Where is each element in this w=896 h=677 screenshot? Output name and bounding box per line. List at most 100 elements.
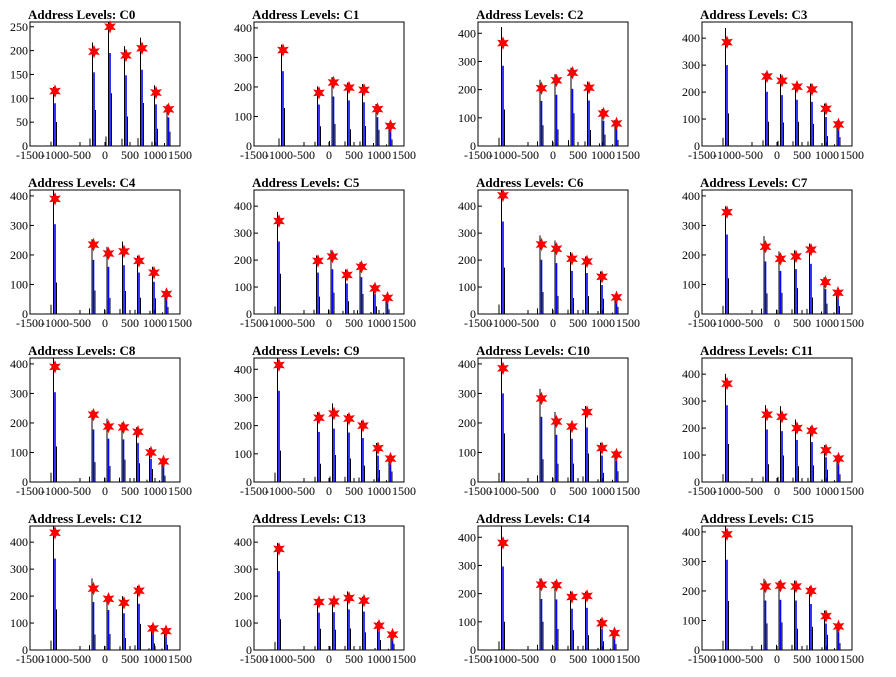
chart-title: Address Levels: C10 [476,343,590,358]
x-tick-label: -1000 [713,484,741,498]
y-tick-label: 200 [682,421,700,435]
y-tick-label: 200 [10,248,28,262]
y-tick-label: 200 [234,80,252,94]
peak-group [118,596,130,650]
star-marker [104,19,116,34]
peak-group [384,119,397,146]
peak-group [341,268,353,314]
chart-panel-11: Address Levels: C11 0 100 200 300 400 -1500 -10… [682,343,884,509]
star-marker [313,595,325,609]
y-tick-label: 200 [682,248,700,262]
star-marker [566,590,578,604]
x-tick-label: -1500 [688,316,716,330]
star-marker [102,419,115,434]
y-tick-label: 400 [682,31,700,45]
star-marker [343,80,355,95]
peak-group [596,441,608,482]
star-marker [133,254,145,268]
x-tick-label: -1000 [41,484,69,498]
x-tick-label: -1000 [265,316,293,330]
star-marker [49,84,61,98]
y-tick-label: 200 [234,253,252,267]
star-marker [369,281,381,296]
y-tick-label: 100 [10,616,28,630]
y-tick-label: 400 [10,189,28,203]
chart-panel-10: Address Levels: C10 0 100 200 300 400 -1500 -10… [458,343,660,509]
peak-group [87,237,100,314]
y-tick-label: 0 [694,475,700,489]
x-tick-label: -500 [517,484,539,498]
star-marker [326,249,339,264]
peak-group [120,46,132,146]
chart-svg: Address Levels: C13 0 100 200 300 400 -1500-10… [234,511,416,666]
peak-group [327,75,340,146]
peak-group [87,578,100,650]
peak-group [343,411,355,482]
y-tick-label: 100 [234,616,252,630]
x-tick-label: 1500 [616,652,640,666]
star-marker [535,391,548,406]
chart-panel-12: Address Levels: C12 0 100 200 300 400 -1500 -10… [10,511,212,677]
star-marker [759,239,772,254]
star-marker [147,621,159,636]
peak-group [583,80,595,146]
x-tick-label: -1500 [16,484,44,498]
chart-panel-7: Address Levels: C7 0 100 200 300 400 -1500 -100… [682,175,884,341]
chart-svg: Address Levels: C12 0 100 200 300 400 -1500-10… [10,511,192,666]
x-tick-label: 1500 [840,652,864,666]
chart-title: Address Levels: C5 [252,175,360,190]
x-tick-label: -1500 [240,484,268,498]
y-tick-label: 200 [458,83,476,97]
x-tick-label: -1000 [41,148,69,162]
peak-group [371,102,384,146]
chart-panel-9: Address Levels: C9 0 100 200 300 400 -1500 -100… [234,343,436,509]
star-marker [341,268,353,282]
peak-group [372,441,384,482]
y-tick-label: 0 [246,307,252,321]
star-marker [381,291,394,305]
chart-title: Address Levels: C8 [28,343,136,358]
chart-svg: Address Levels: C7 0 100 200 300 400 -1500-100… [682,175,864,330]
star-marker [608,626,621,640]
y-tick-label: 400 [10,535,28,549]
star-marker [160,287,173,301]
star-marker [497,188,509,203]
x-tick-label: 1000 [591,652,615,666]
peak-group [117,420,130,482]
x-tick-label: 1000 [591,316,615,330]
peak-group [721,28,733,146]
x-tick-label: -500 [69,316,91,330]
star-marker [49,192,61,206]
star-marker [384,451,397,466]
chart-svg: Address Levels: C1 0 100 200 300 400 -1500-100… [234,7,416,162]
y-tick-label: 100 [682,613,700,627]
chart-panel-15: Address Levels: C15 0 100 200 300 400 -1500 -10… [682,511,884,677]
star-marker [117,420,130,435]
star-marker [581,254,593,269]
star-marker [566,65,579,80]
x-tick-label: 0 [550,148,556,162]
star-marker [610,447,623,462]
x-tick-label: 500 [569,652,587,666]
y-tick-label: 200 [10,44,28,58]
peak-group [610,116,623,146]
x-tick-label: 1500 [616,484,640,498]
y-tick-label: 100 [234,280,252,294]
plot-frame [253,189,405,315]
x-tick-label: 500 [121,148,139,162]
peak-group [550,240,563,314]
star-marker [761,69,773,84]
x-tick-label: -1500 [464,316,492,330]
star-marker [820,609,832,623]
peak-group [806,82,818,146]
star-marker [550,241,563,256]
y-tick-label: 100 [234,447,252,461]
peak-group [721,526,733,650]
peak-group [761,69,773,146]
chart-svg: Address Levels: C9 0 100 200 300 400 -1500-100… [234,343,416,498]
peak-group [832,451,845,482]
plot-frame [477,189,629,315]
star-marker [384,119,397,133]
peak-group [497,526,509,650]
